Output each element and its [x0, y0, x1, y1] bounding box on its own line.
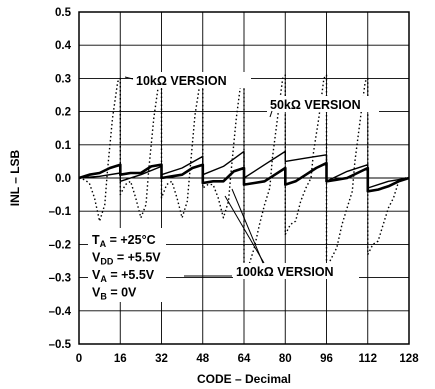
x-tick-label: 16 — [114, 353, 127, 365]
x-tick-label: 0 — [76, 353, 82, 365]
series-layer — [78, 74, 410, 279]
label-100k-bg — [233, 263, 359, 279]
condition-line: VA = +5.5V — [92, 268, 155, 284]
leader-50k — [269, 110, 273, 118]
x-tick-label: 128 — [399, 353, 419, 365]
label-50k-bg — [267, 96, 379, 112]
y-tick-label: –0.5 — [49, 339, 72, 351]
y-tick-label: 0.4 — [55, 40, 72, 52]
leader-100k-b — [224, 195, 265, 264]
x-tick-label: 64 — [238, 353, 251, 365]
x-tick-label: 80 — [279, 353, 292, 365]
condition-line: VB = 0V — [92, 286, 137, 302]
series-line-0 — [78, 74, 409, 279]
label-50k-version: 50kΩ VERSION — [270, 98, 361, 112]
condition-line: TA = +25°C — [92, 233, 156, 249]
x-tick-labels: 0 16 32 48 64 80 96 112 128 — [76, 353, 419, 365]
x-tick-label: 48 — [196, 353, 209, 365]
y-tick-label: 0.0 — [55, 173, 71, 185]
y-tick-label: 0.2 — [55, 107, 71, 119]
leader-10k — [124, 76, 134, 80]
y-tick-labels: –0.5 –0.4 –0.3 –0.2 –0.1 0.0 0.1 0.2 0.3 0.4 0.5 — [49, 7, 72, 351]
y-tick-label: –0.3 — [49, 273, 71, 285]
label-100k-version: 100kΩ VERSION — [236, 265, 334, 279]
y-tick-label: –0.2 — [49, 239, 71, 251]
leader-100k-a — [231, 188, 264, 264]
label-10k-bg — [133, 72, 251, 88]
x-axis-title: CODE – Decimal — [197, 372, 291, 386]
plot-frame — [78, 11, 410, 345]
y-axis-title: INL – LSB — [8, 149, 22, 206]
x-tick-label: 32 — [155, 353, 168, 365]
y-tick-label: –0.1 — [49, 206, 72, 218]
conditions-bg — [88, 228, 166, 302]
x-tick-label: 112 — [358, 353, 377, 365]
series-line-1 — [78, 150, 410, 189]
y-tick-label: –0.4 — [49, 306, 72, 318]
y-tick-label: 0.5 — [55, 7, 72, 19]
y-tick-label: 0.3 — [55, 73, 71, 85]
label-10k-version: 10kΩ VERSION — [136, 74, 227, 88]
series-line-2 — [78, 161, 410, 193]
y-tick-label: 0.1 — [55, 140, 72, 152]
x-tick-label: 96 — [320, 353, 333, 365]
condition-line: VDD = +5.5V — [92, 251, 161, 267]
